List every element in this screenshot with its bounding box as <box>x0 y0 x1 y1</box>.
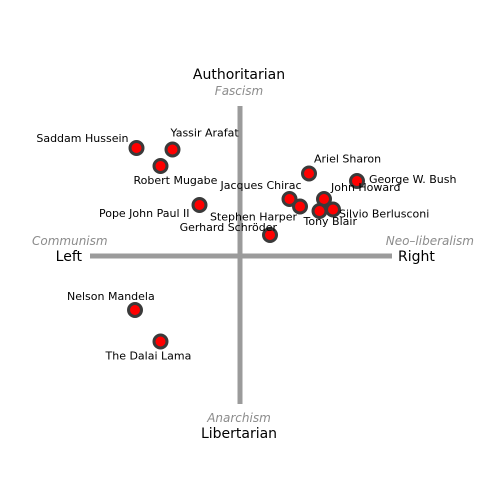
point-jacques-chirac <box>281 191 298 207</box>
label-jacques-chirac: Jacques Chirac <box>219 179 301 192</box>
label-the-dalai-lama: The Dalai Lama <box>105 350 192 363</box>
point-yassir-arafat <box>164 141 181 158</box>
label-silvio-berlusconi: Silvio Berlusconi <box>339 208 429 221</box>
point-stephen-harper <box>292 198 308 215</box>
point-gerhard-schr-der <box>262 227 278 243</box>
axis-title-left: Left <box>56 249 83 265</box>
label-pope-john-paul-ii: Pope John Paul II <box>99 207 190 220</box>
axis-subtitle-anarchism: Anarchism <box>206 411 271 425</box>
point-pope-john-paul-ii <box>191 197 208 213</box>
label-nelson-mandela: Nelson Mandela <box>67 290 155 303</box>
axis-subtitle-fascism: Fascism <box>215 84 263 98</box>
axis-subtitle-communism: Communism <box>32 234 108 248</box>
point-ariel-sharon <box>301 165 317 182</box>
data-labels: Saddam Hussein Yassir Arafat Robert Mugabe… <box>36 127 456 363</box>
point-the-dalai-lama <box>152 333 169 350</box>
label-gerhard-schr-der: Gerhard Schröder <box>180 221 278 234</box>
point-nelson-mandela <box>127 302 143 318</box>
label-george-w-bush: George W. Bush <box>369 173 456 186</box>
axis-title-authoritarian: Authoritarian <box>193 67 285 83</box>
point-silvio-berlusconi <box>325 201 341 218</box>
label-john-howard: John Howard <box>330 181 400 194</box>
axis-title-libertarian: Libertarian <box>201 426 277 442</box>
label-robert-mugabe: Robert Mugabe <box>134 174 218 187</box>
label-ariel-sharon: Ariel Sharon <box>314 153 381 166</box>
axis-title-right: Right <box>398 249 435 265</box>
label-tony-blair: Tony Blair <box>303 215 358 228</box>
point-george-w-bush <box>349 173 365 189</box>
label-yassir-arafat: Yassir Arafat <box>170 127 240 140</box>
label-stephen-harper: Stephen Harper <box>210 211 298 224</box>
axis-subtitle-neo-liberalism: Neo–liberalism <box>386 234 474 248</box>
data-points <box>127 140 365 350</box>
point-saddam-hussein <box>128 140 145 156</box>
label-saddam-hussein: Saddam Hussein <box>36 132 128 145</box>
point-robert-mugabe <box>152 158 169 174</box>
